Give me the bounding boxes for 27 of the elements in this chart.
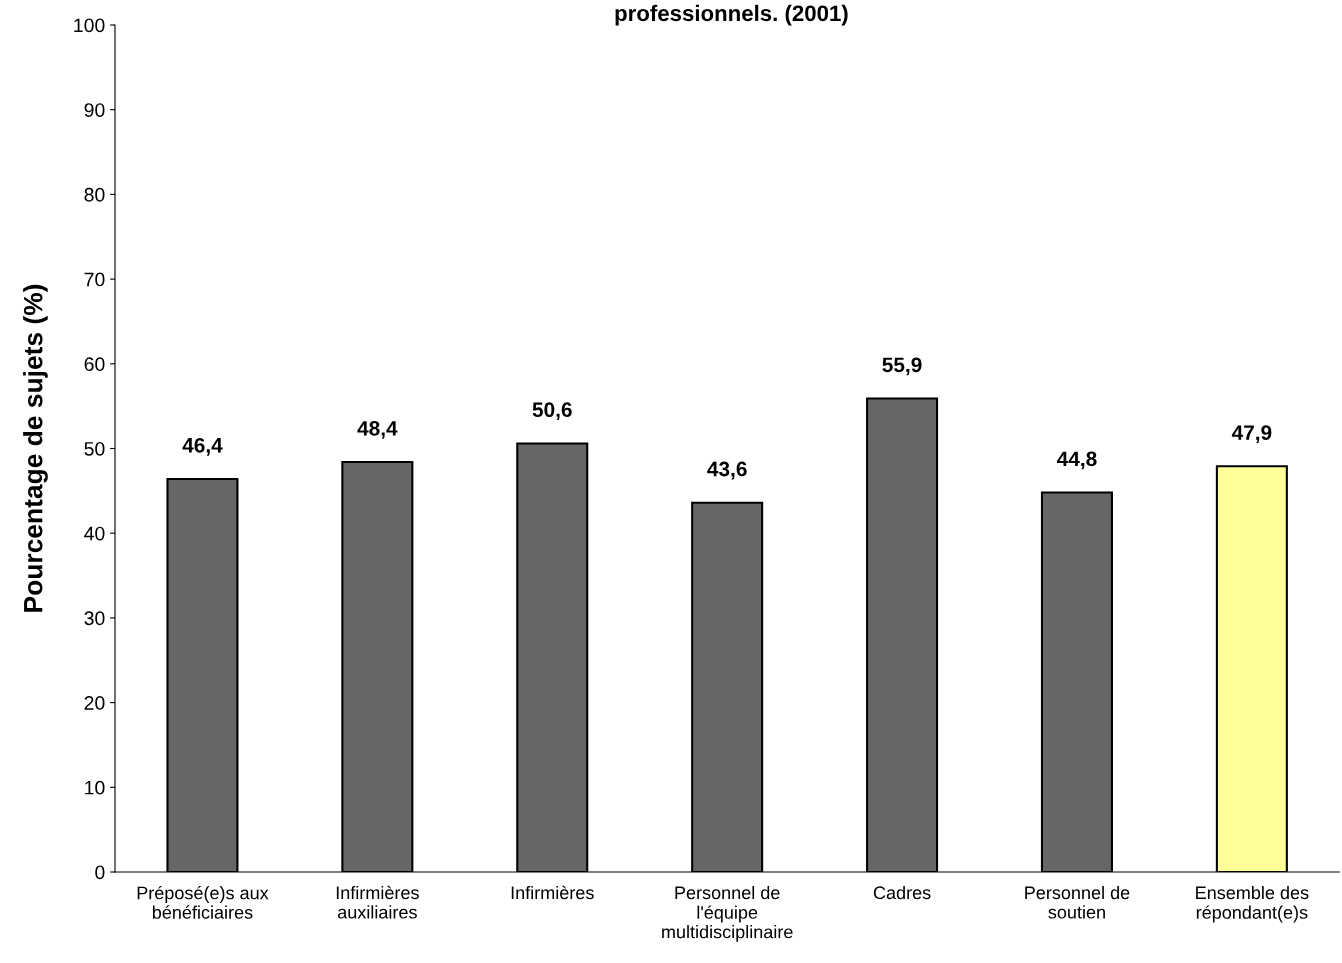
y-tick-label: 60 (84, 357, 105, 372)
data-label: 48,4 (357, 420, 398, 439)
y-axis-title: Pourcentage de sujets (%) (23, 284, 48, 612)
x-tick-label: Préposé(e)s aux bénéficiaires (137, 885, 269, 919)
x-tick-label: Ensemble des répondant(e)s (1196, 885, 1309, 923)
y-tick-label: 40 (84, 526, 105, 541)
x-tick-label: Infirmières (511, 885, 594, 900)
y-tick-label: 90 (84, 103, 105, 117)
data-label: 47,9 (1231, 425, 1272, 443)
data-label: 46,4 (182, 437, 223, 456)
y-tick-label: 70 (84, 272, 105, 287)
y-tick-label: 50 (84, 441, 105, 456)
y-tick-label: 30 (84, 611, 105, 626)
y-tick-label: 20 (84, 696, 105, 710)
y-tick-label: 100 (74, 18, 105, 33)
data-label: 50,6 (532, 402, 572, 421)
data-label: 55,9 (882, 357, 922, 376)
data-label: 44,8 (1057, 451, 1097, 470)
data-label: 43,6 (707, 461, 747, 480)
x-tick-label: Cadres (873, 885, 931, 900)
x-tick-label: Personnel de soutien (1025, 885, 1130, 919)
x-tick-label: Infirmières auxiliaires (336, 885, 419, 919)
y-tick-label: 10 (85, 780, 105, 795)
x-tick-label: Personnel de l'équipe multidisciplinaire (662, 885, 793, 942)
chart-title: professionnels. (2001) (615, 4, 848, 26)
y-tick-label: 0 (95, 865, 105, 880)
y-tick-label: 80 (84, 187, 105, 202)
